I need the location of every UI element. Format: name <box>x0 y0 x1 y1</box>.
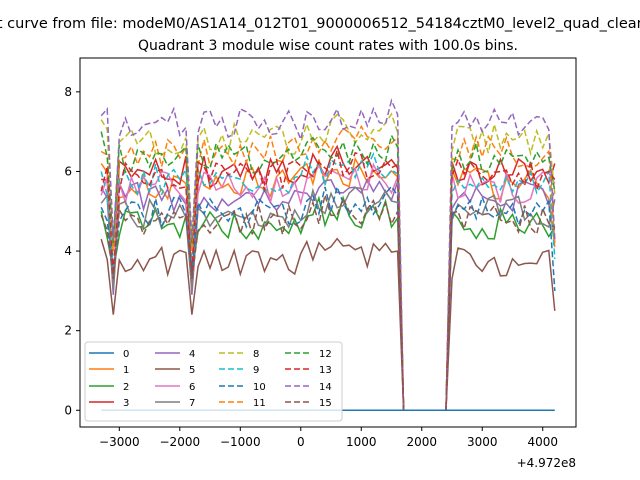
legend-label-14: 14 <box>319 382 332 393</box>
series-line-5 <box>100 237 556 412</box>
series-line-13 <box>100 150 556 412</box>
x-tick-label: −2000 <box>160 435 201 449</box>
y-tick-label: 8 <box>64 85 72 99</box>
y-axis: 0 2 4 6 8 <box>64 85 80 417</box>
legend-label-13: 13 <box>319 365 332 376</box>
legend-box <box>84 341 343 422</box>
series-line-10 <box>100 184 556 412</box>
y-tick-label: 4 <box>64 244 72 258</box>
chart-title: Quadrant 3 module wise count rates with … <box>138 38 518 54</box>
series-line-4 <box>100 177 556 412</box>
legend-label-12: 12 <box>319 349 332 360</box>
legend-label-7: 7 <box>189 398 195 409</box>
y-tick-label: 0 <box>64 403 72 417</box>
series-line-15 <box>100 194 556 412</box>
legend-label-9: 9 <box>253 365 259 376</box>
x-tick-label: 2000 <box>406 435 437 449</box>
legend-label-4: 4 <box>189 349 195 360</box>
chart-suptitle: Light curve from file: modeM0/AS1A14_012… <box>0 16 640 32</box>
legend-label-0: 0 <box>123 349 129 360</box>
y-tick-label: 6 <box>64 164 72 178</box>
series-line-11 <box>100 124 556 412</box>
series-line-9 <box>100 152 556 412</box>
x-tick-label: 3000 <box>467 435 498 449</box>
x-tick-label: 1000 <box>346 435 377 449</box>
series-line-8 <box>100 112 556 412</box>
legend-label-2: 2 <box>123 382 129 393</box>
legend-label-3: 3 <box>123 398 129 409</box>
legend-label-6: 6 <box>189 382 195 393</box>
x-tick-label: 0 <box>297 435 305 449</box>
x-offset-text: +4.972e8 <box>517 456 576 470</box>
legend-label-8: 8 <box>253 349 259 360</box>
plot-lines <box>100 98 556 412</box>
x-axis: −3000 −2000 −1000 0 1000 2000 3000 4000 <box>99 427 558 449</box>
x-tick-label: −3000 <box>99 435 140 449</box>
series-line-1 <box>100 156 556 412</box>
axes-frame <box>79 57 577 428</box>
legend-label-1: 1 <box>123 365 129 376</box>
series-line-12 <box>100 131 556 412</box>
x-tick-label: −1000 <box>220 435 261 449</box>
legend-label-5: 5 <box>189 365 195 376</box>
legend-label-10: 10 <box>253 382 266 393</box>
legend-label-11: 11 <box>253 398 266 409</box>
series-line-14 <box>100 98 556 412</box>
legend-label-15: 15 <box>319 398 332 409</box>
series-line-3 <box>101 144 556 412</box>
y-tick-label: 2 <box>64 324 72 338</box>
series-line-2 <box>100 195 556 412</box>
x-tick-label: 4000 <box>527 435 558 449</box>
